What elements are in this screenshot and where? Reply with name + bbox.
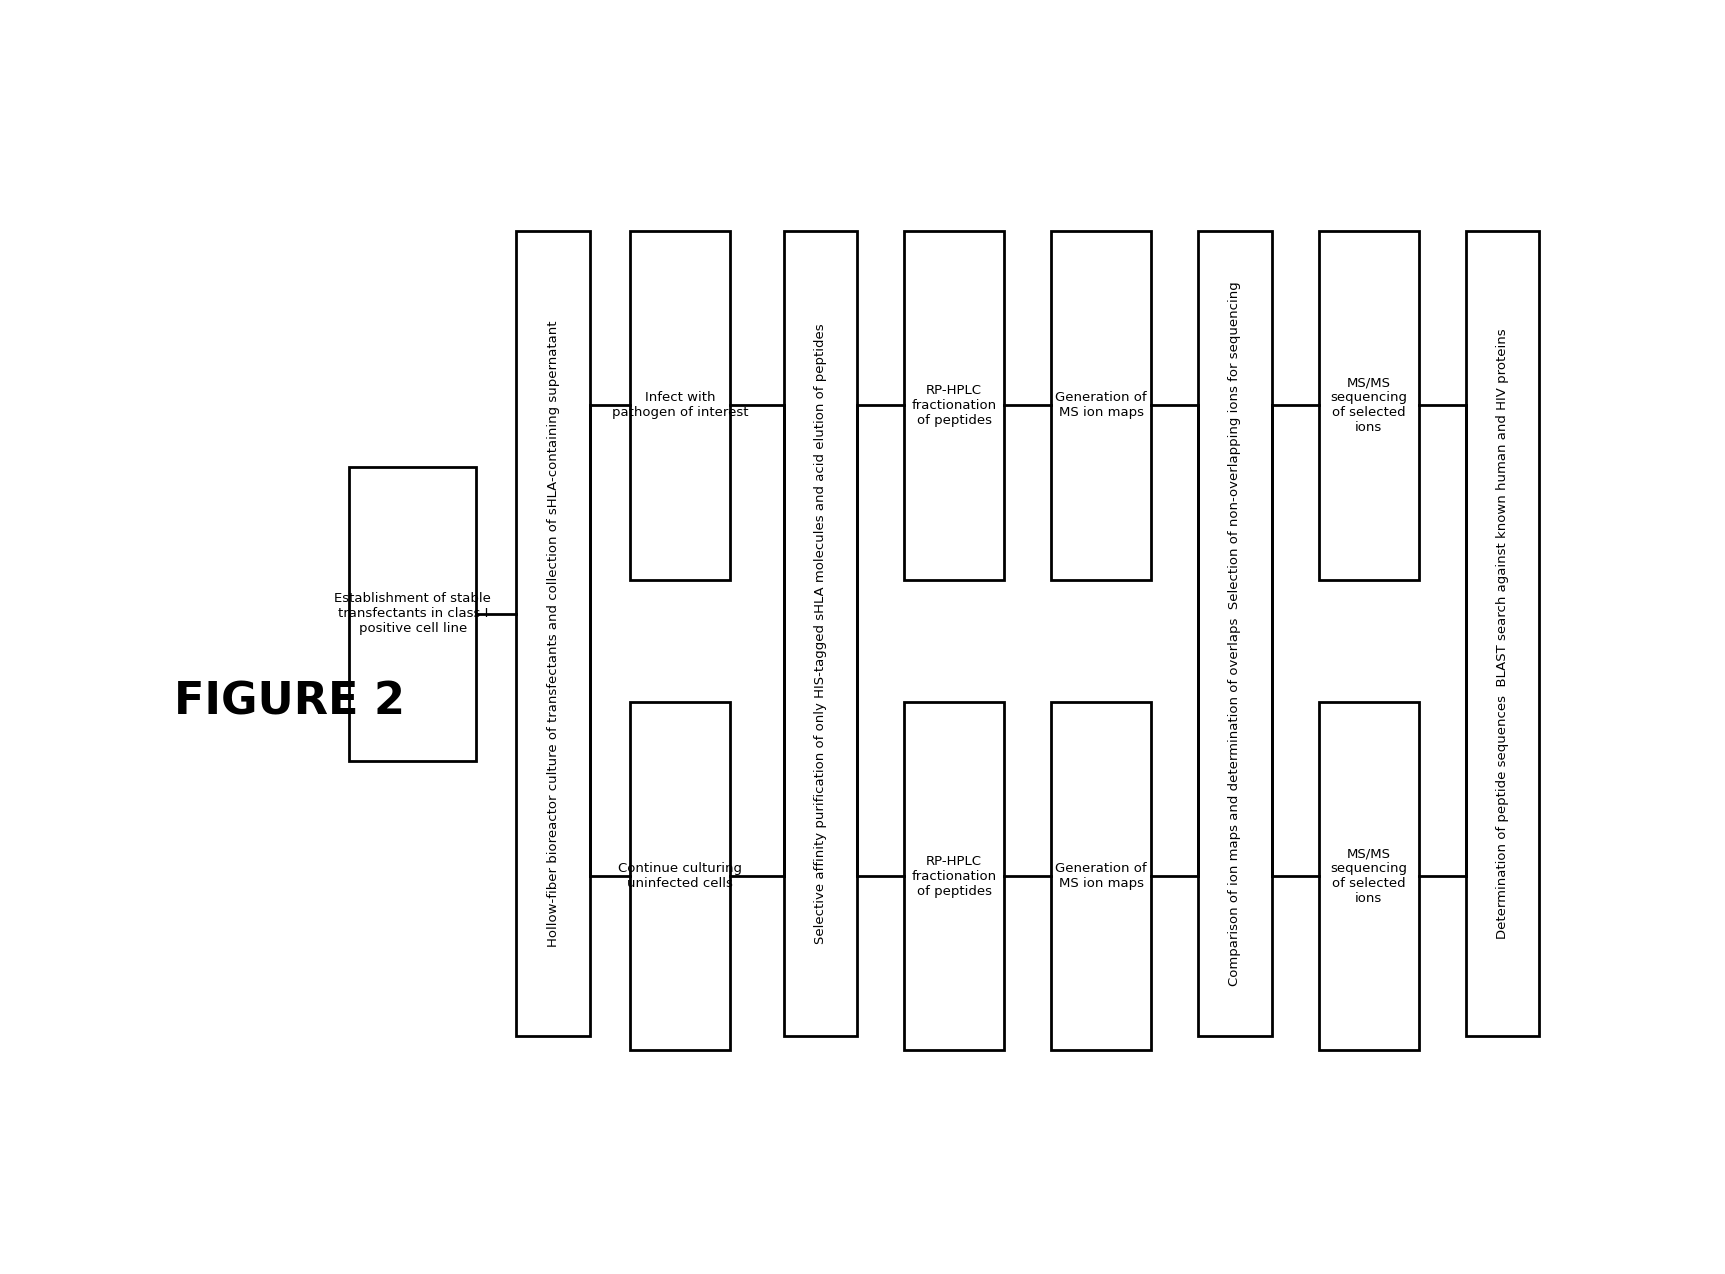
Text: Establishment of stable
transfectants in class I
positive cell line: Establishment of stable transfectants in…	[335, 592, 492, 636]
Bar	[348, 466, 476, 761]
Text: Continue culturing
uninfected cells: Continue culturing uninfected cells	[618, 862, 742, 891]
Text: FIGURE 2: FIGURE 2	[174, 680, 405, 724]
Text: Infect with
pathogen of interest: Infect with pathogen of interest	[612, 391, 749, 419]
Bar	[630, 232, 730, 580]
Text: RP-HPLC
fractionation
of peptides: RP-HPLC fractionation of peptides	[913, 383, 997, 427]
Bar	[630, 702, 730, 1051]
Text: Hollow-fiber bioreactor culture of transfectants and collection of sHLA-containi: Hollow-fiber bioreactor culture of trans…	[547, 320, 559, 947]
Bar	[1466, 232, 1539, 1036]
Text: Determination of peptide sequences  BLAST search against known human and HIV pro: Determination of peptide sequences BLAST…	[1496, 329, 1509, 939]
Bar	[1051, 232, 1152, 580]
Text: MS/MS
sequencing
of selected
ions: MS/MS sequencing of selected ions	[1330, 847, 1408, 906]
Bar	[904, 702, 1004, 1051]
Bar	[1318, 232, 1418, 580]
Text: Generation of
MS ion maps: Generation of MS ion maps	[1056, 391, 1147, 419]
Bar	[783, 232, 857, 1036]
Bar	[1318, 702, 1418, 1051]
Text: MS/MS
sequencing
of selected
ions: MS/MS sequencing of selected ions	[1330, 377, 1408, 434]
Text: Generation of
MS ion maps: Generation of MS ion maps	[1056, 862, 1147, 891]
Text: Comparison of ion maps and determination of overlaps  Selection of non-overlappi: Comparison of ion maps and determination…	[1228, 282, 1242, 986]
Bar	[904, 232, 1004, 580]
Text: RP-HPLC
fractionation
of peptides: RP-HPLC fractionation of peptides	[913, 855, 997, 898]
Bar	[1051, 702, 1152, 1051]
Bar	[516, 232, 590, 1036]
Text: Selective affinity purification of only HIS-tagged sHLA molecules and acid eluti: Selective affinity purification of only …	[814, 324, 826, 944]
Bar	[1199, 232, 1271, 1036]
